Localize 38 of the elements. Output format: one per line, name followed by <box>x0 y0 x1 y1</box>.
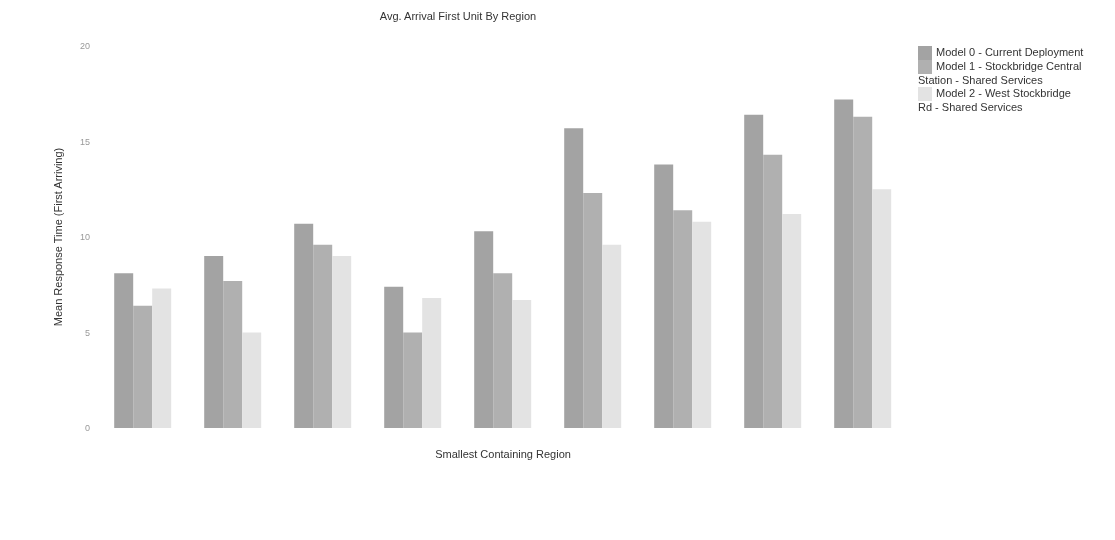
bar <box>692 221 712 428</box>
bar <box>313 244 333 428</box>
bar <box>763 154 783 428</box>
bar <box>133 305 153 428</box>
bar <box>403 332 423 428</box>
bar <box>654 164 674 428</box>
y-tick-label: 5 <box>84 327 90 338</box>
bar <box>474 231 494 428</box>
y-tick-label: 10 <box>79 232 90 243</box>
bar <box>744 114 764 428</box>
y-axis-title: Mean Response Time (First Arriving) <box>51 147 64 327</box>
bar <box>152 288 172 428</box>
y-tick-label: 20 <box>79 41 90 52</box>
bar <box>834 99 854 428</box>
bar <box>422 298 442 428</box>
bar <box>872 189 892 428</box>
bar <box>242 332 262 428</box>
bar <box>512 300 532 428</box>
bar <box>384 286 404 428</box>
bar <box>114 273 134 428</box>
bar <box>782 214 802 428</box>
y-tick-label: 15 <box>79 136 90 147</box>
bar <box>853 116 873 428</box>
bar <box>294 223 314 428</box>
chart-title: Avg. Arrival First Unit By Region <box>378 10 538 22</box>
bar <box>332 256 352 428</box>
legend-label: Model 1 - Stockbridge Central Station - Shared Services <box>918 60 1082 87</box>
bar <box>602 244 622 428</box>
bar <box>223 280 243 428</box>
x-axis-title: Smallest Containing Region <box>435 448 571 460</box>
bar <box>564 128 584 428</box>
bar <box>204 256 224 428</box>
legend-label: Model 0 - Current Deployment <box>936 46 1084 58</box>
bar <box>493 273 513 428</box>
bar <box>673 210 693 428</box>
legend-label: Model 2 - West Stockbridge Rd - Shared Services <box>918 87 1071 114</box>
y-tick-label: 0 <box>84 423 90 434</box>
bar <box>583 193 603 428</box>
